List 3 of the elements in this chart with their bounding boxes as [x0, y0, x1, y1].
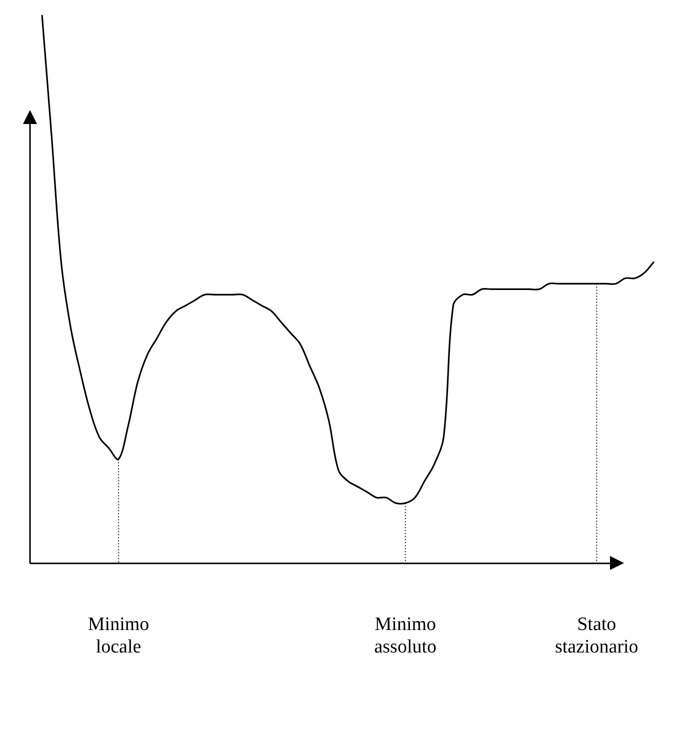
x-tick-label: Minimo locale [88, 614, 150, 658]
x-tick-label: Minimo assoluto [374, 614, 437, 658]
x-tick-label: Stato stazionario [554, 614, 638, 658]
